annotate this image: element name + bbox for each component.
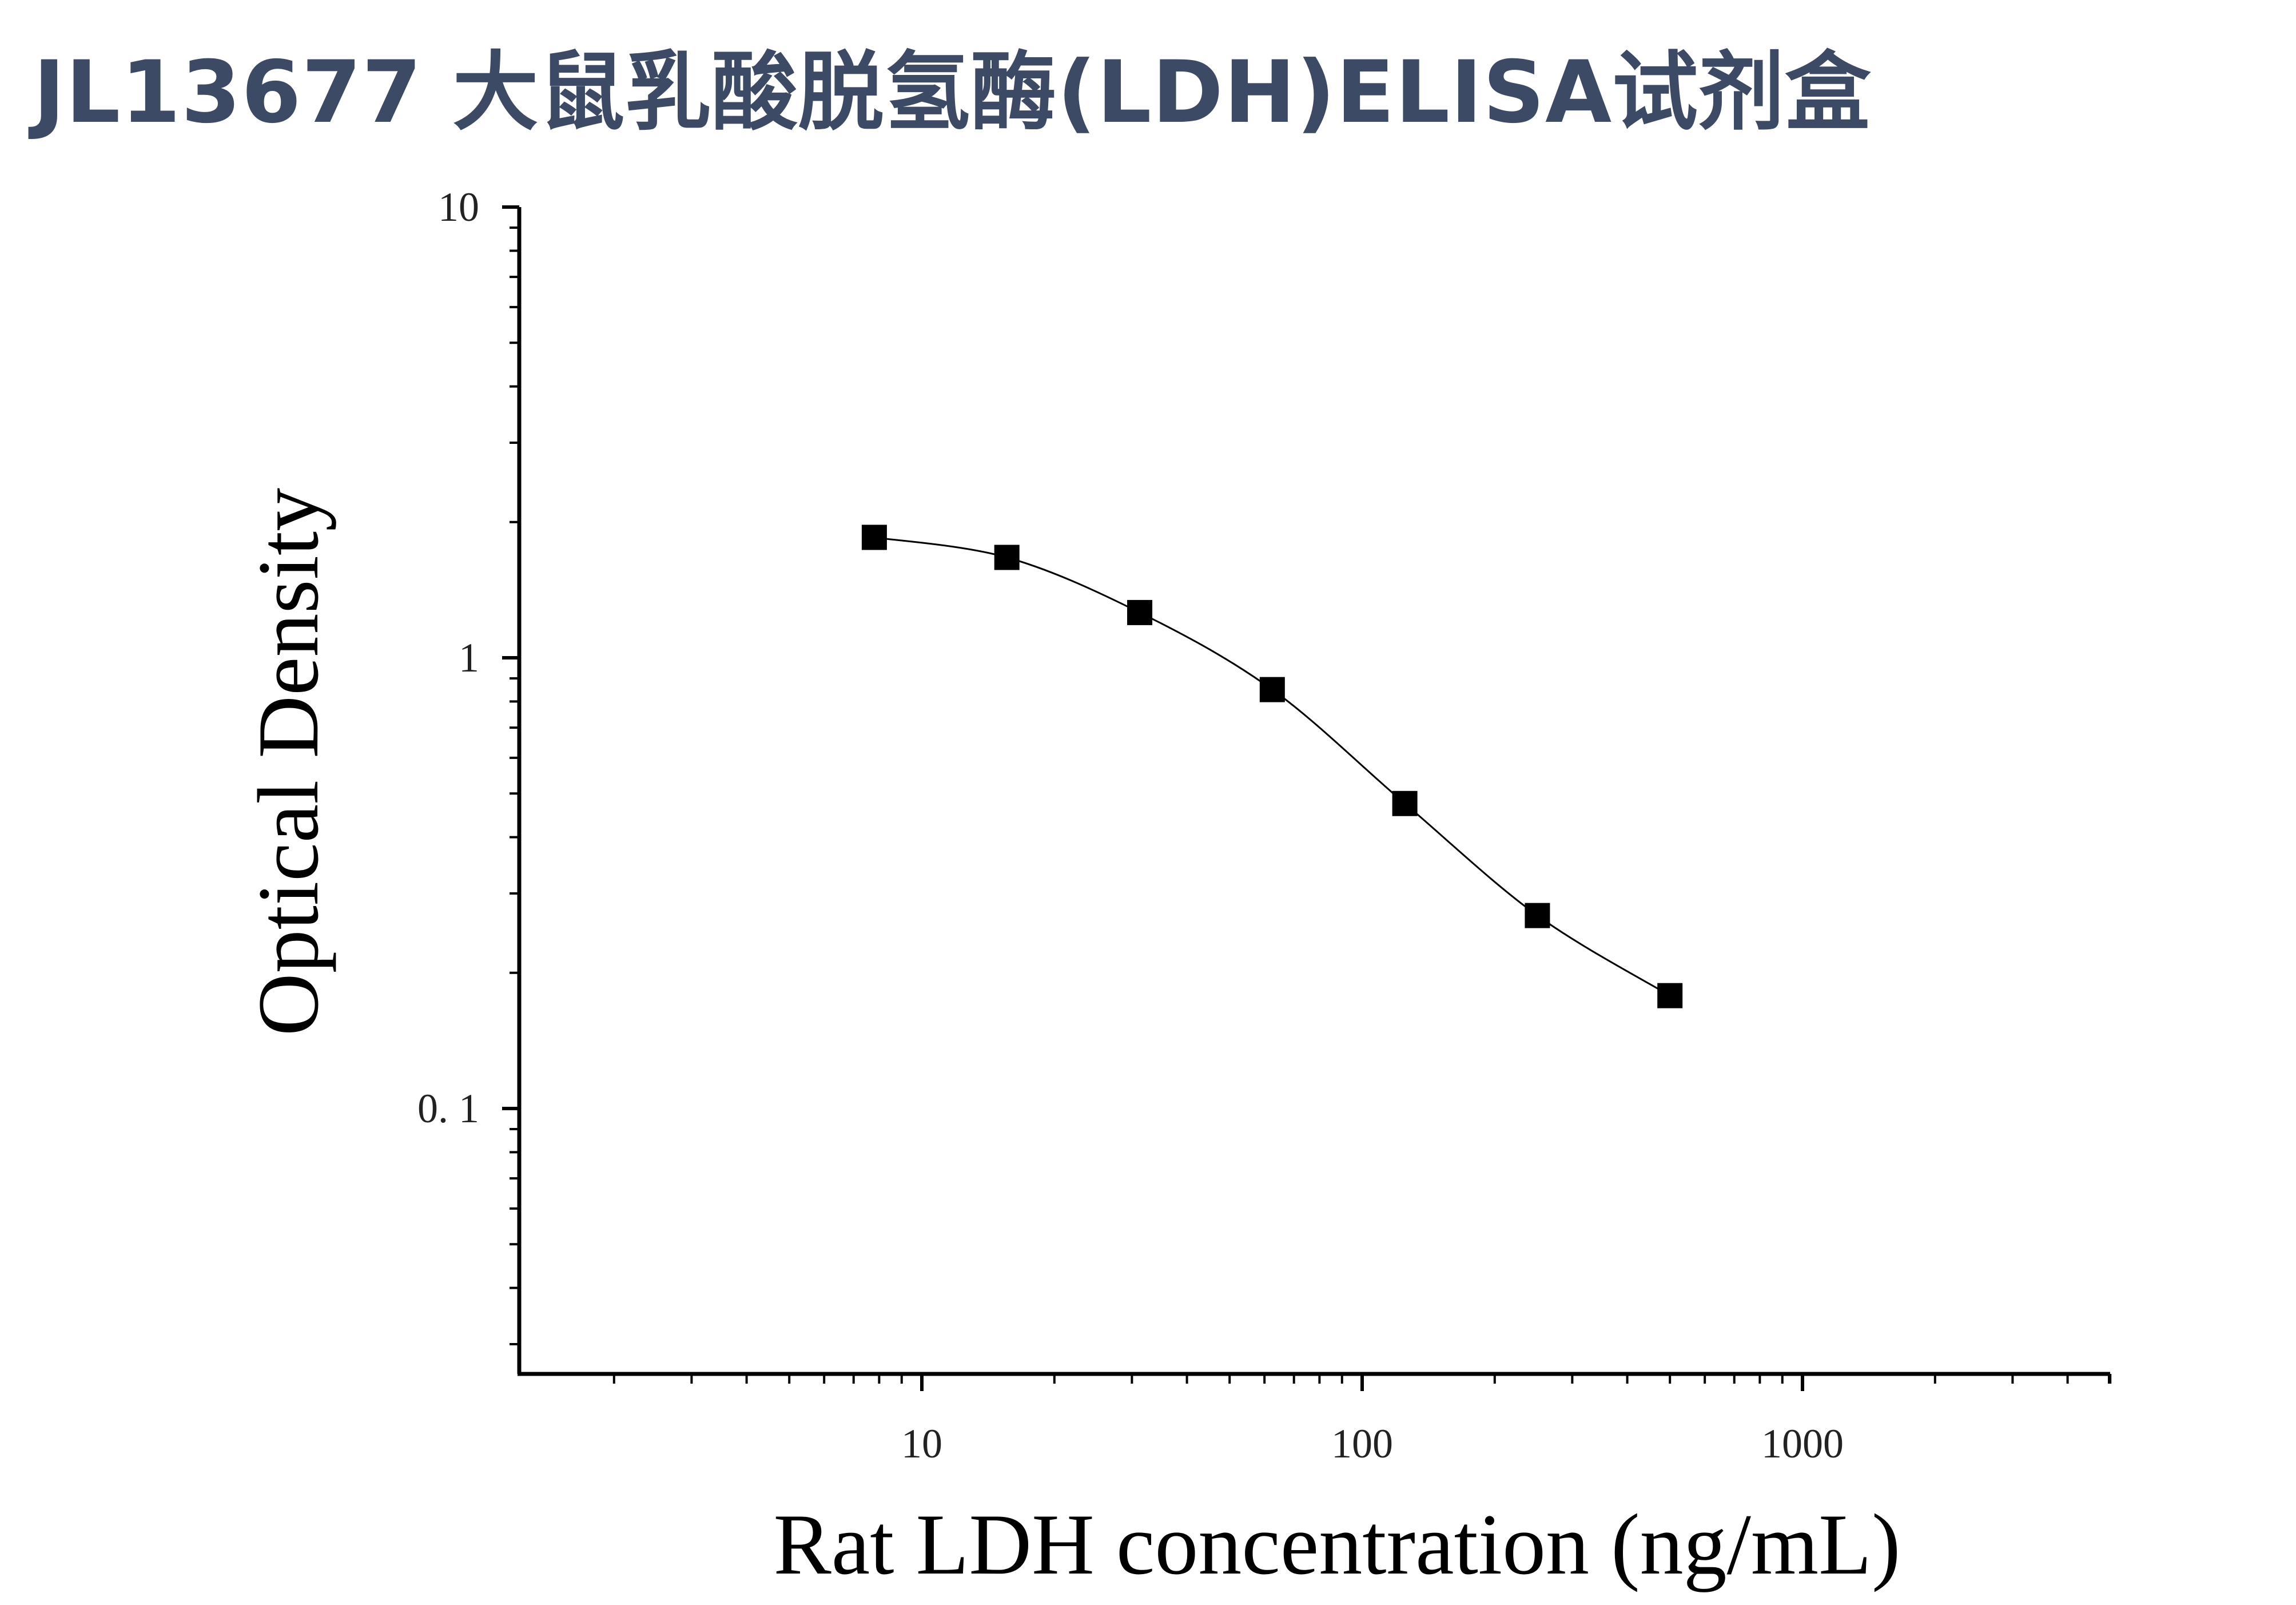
- x-tick-label: 1000: [1761, 1421, 1844, 1467]
- y-tick-label: 1: [459, 635, 479, 681]
- data-point: [861, 525, 887, 550]
- y-axis: 10 1 0. 1: [417, 184, 522, 1374]
- fitted-curve: [874, 536, 1670, 996]
- y-tick-label: 0. 1: [417, 1086, 479, 1131]
- page-title: JL13677 大鼠乳酸脱氢酶(LDH)ELISA试剂盒: [33, 43, 1872, 142]
- y-tick-label: 10: [438, 184, 479, 230]
- data-points: [861, 525, 1683, 1008]
- data-point: [1392, 790, 1418, 816]
- x-tick-label: 100: [1331, 1421, 1393, 1467]
- data-point: [1259, 677, 1285, 702]
- y-axis-title: Optical Density: [240, 488, 336, 1036]
- x-tick-label: 10: [901, 1421, 942, 1467]
- x-axis-ticks: 10 100 1000: [612, 1374, 2112, 1467]
- data-point: [1657, 983, 1683, 1008]
- x-axis-title: Rat LDH concentration (ng/mL): [773, 1496, 1900, 1592]
- x-axis: 10 100 1000: [518, 1372, 2112, 1467]
- data-point: [1127, 599, 1153, 625]
- y-axis-ticks: 10 1 0. 1: [417, 184, 519, 1346]
- data-point: [1525, 903, 1550, 928]
- data-point: [994, 545, 1020, 570]
